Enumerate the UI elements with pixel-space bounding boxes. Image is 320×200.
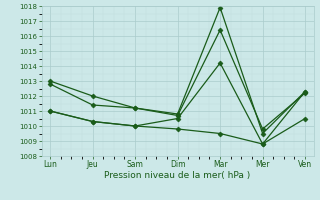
X-axis label: Pression niveau de la mer( hPa ): Pression niveau de la mer( hPa ) bbox=[104, 171, 251, 180]
